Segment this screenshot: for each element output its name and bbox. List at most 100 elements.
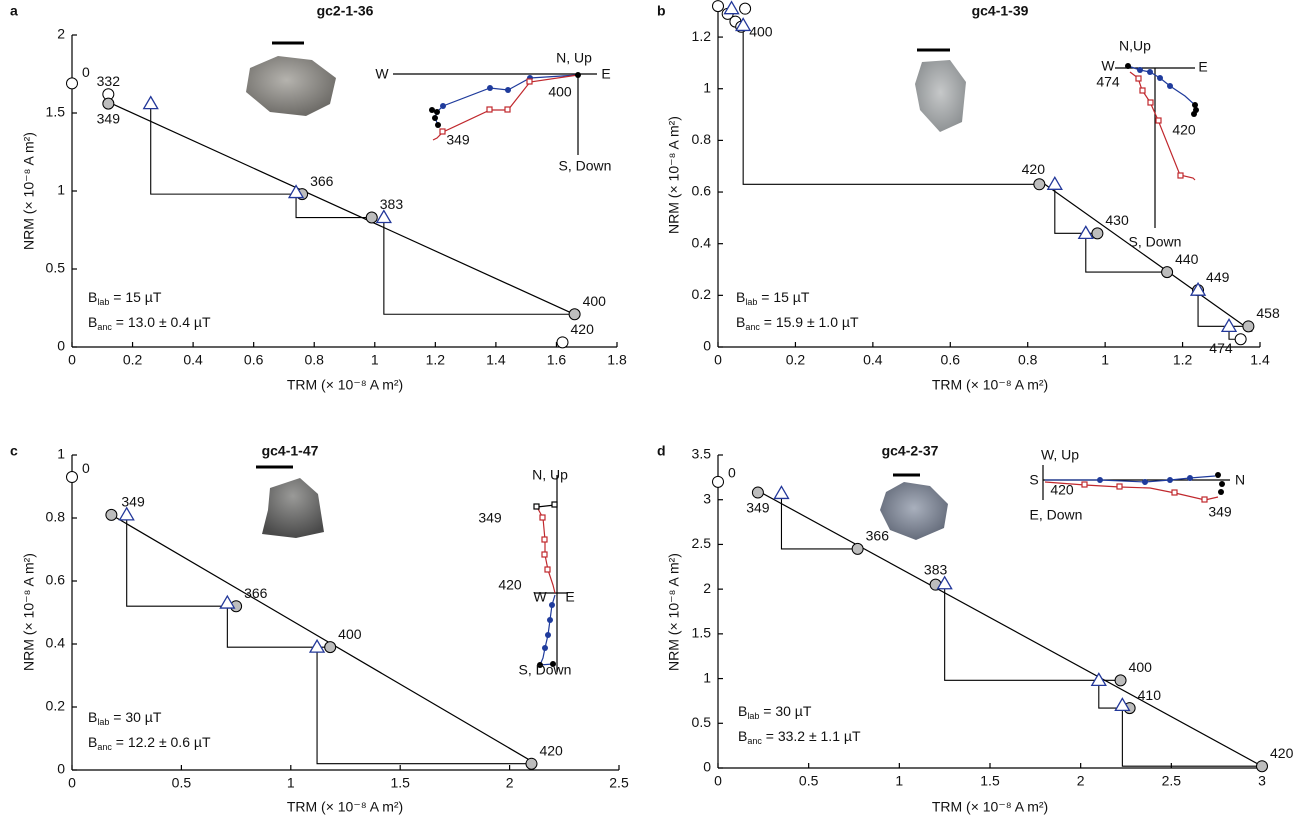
photo [246,43,966,540]
inset-label: E [1198,59,1207,75]
y-tick-label: 3.5 [692,446,712,462]
y-tick-label: 0.5 [692,714,712,730]
annotation-value: = 15.9 ± 1.0 µT [760,314,859,330]
point-label: 474 [1209,340,1233,356]
annotation-subscript: anc [97,322,112,332]
panel-label: a [10,3,18,19]
annotation-symbol: B [738,728,747,744]
inset-label: S, Down [559,158,612,174]
data-point [526,758,537,769]
point-label: 430 [1105,212,1129,228]
x-axis-label: TRM (× 10⁻⁸ A m²) [932,377,1048,393]
data-point [67,78,78,89]
inset-label: S, Down [1129,234,1182,250]
y-tick-label: 0.5 [46,260,66,276]
data-point [1235,334,1246,345]
ptrm-check [310,640,324,652]
y-tick-label: 0.4 [692,234,712,250]
x-tick-label: 1.6 [547,352,567,368]
data-point [103,98,114,109]
check-line [317,647,531,764]
ptrm-check [1048,177,1062,189]
point-label: 420 [1270,745,1294,761]
data-point [1092,228,1103,239]
annotation: Banc = 15.9 ± 1.0 µT [736,314,859,333]
point-label: 400 [749,23,773,39]
inset-label: W [1101,58,1115,74]
y-tick-label: 0.4 [46,635,66,651]
point-label: 400 [1129,659,1153,675]
point-label: 349 [97,110,121,126]
inset-label: W [533,589,547,605]
inset-label: 349 [478,510,502,526]
data-point [1162,267,1173,278]
x-axis-label: TRM (× 10⁻⁸ A m²) [287,799,403,815]
inset-label: N, Up [556,50,592,66]
data-point [713,1,724,12]
check-line [1055,184,1098,233]
ptrm-check [774,486,788,498]
point-label: 420 [571,321,595,337]
y-tick-label: 1.2 [692,28,712,44]
annotation-subscript: anc [97,742,112,752]
point-label: 420 [539,742,563,758]
y-tick-label: 0 [57,338,65,354]
data-point [67,472,78,483]
x-tick-label: 1.5 [390,775,410,791]
check-line [384,218,575,315]
annotation-value: = 13.0 ± 0.4 µT [112,314,211,330]
y-tick-label: 3 [703,490,711,506]
data-point [106,509,117,520]
annotation: Blab = 30 µT [738,703,812,722]
y-axis-label: NRM (× 10⁻⁸ A m²) [666,553,682,671]
chart-title: gc4-1-39 [972,3,1029,19]
fit-line [111,515,535,764]
data-point [1115,675,1126,686]
chart-title: gc2-1-36 [317,3,374,19]
y-tick-label: 0.8 [46,509,66,525]
annotation-subscript: lab [97,297,109,307]
y-tick-label: 1.5 [46,104,66,120]
point-label: 332 [97,73,121,89]
figure: a gc2-1-36 TRM (× 10⁻⁸ A m²) NRM (× 10⁻⁸ A … [0,0,1296,821]
x-tick-label: 0.6 [244,352,264,368]
point-label: 440 [1175,251,1199,267]
data-point [1243,321,1254,332]
y-tick-label: 2 [703,580,711,596]
annotation: Blab = 15 µT [736,289,810,308]
ptrm-check [144,97,158,109]
annotation: Banc = 12.2 ± 0.6 µT [88,734,211,753]
y-tick-label: 1 [57,446,65,462]
y-tick-label: 0.2 [692,286,712,302]
data-point [366,212,377,223]
x-axis-label: TRM (× 10⁻⁸ A m²) [287,377,403,393]
check-line [945,584,1121,681]
point-label: 410 [1138,687,1162,703]
point-label: 366 [244,585,268,601]
panel-label: d [657,443,666,459]
point-label: 400 [338,626,362,642]
ptrm-check [1079,226,1093,238]
annotation-subscript: lab [97,717,109,727]
annotation-symbol: B [88,314,97,330]
point-label: 366 [310,173,334,189]
data-point [713,476,724,487]
annotation-subscript: anc [745,322,760,332]
annotation-symbol: B [88,734,97,750]
x-tick-label: 1 [1101,352,1109,368]
inset-label: 420 [1050,482,1074,498]
inset-label: N, Up [532,467,568,483]
fit-line [758,491,1262,766]
data-point [1257,761,1268,772]
x-tick-label: 1.5 [980,773,1000,789]
chart-title: gc4-1-47 [262,443,319,459]
y-tick-label: 0.6 [46,572,66,588]
annotation-symbol: B [88,709,97,725]
x-tick-label: 2.5 [1162,773,1182,789]
inset-label: S [1029,472,1038,488]
ptrm-check [1222,319,1236,331]
point-label: 0 [82,64,90,80]
annotation-value: = 30 µT [759,703,811,719]
check-line [127,515,236,606]
annotation: Banc = 33.2 ± 1.1 µT [738,728,861,747]
